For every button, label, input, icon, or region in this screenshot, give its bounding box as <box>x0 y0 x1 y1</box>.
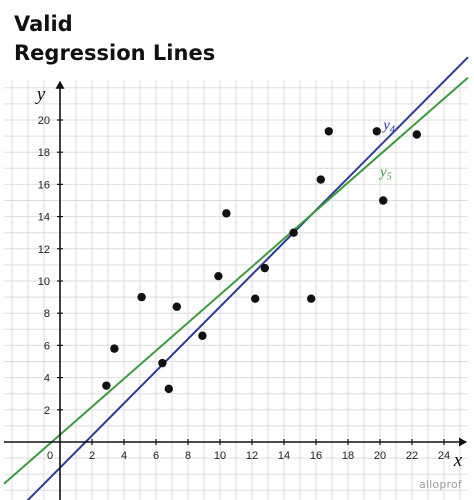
x-tick-label: 4 <box>121 450 127 462</box>
data-point <box>316 175 325 184</box>
data-point <box>164 384 173 394</box>
x-axis-arrow <box>459 437 467 447</box>
y-tick-label: 2 <box>44 405 50 417</box>
y-tick-label: 12 <box>38 244 50 256</box>
x-tick-label: 18 <box>342 450 354 462</box>
data-point <box>172 302 181 311</box>
x-axis-label: x <box>453 450 463 471</box>
x-tick-label: 14 <box>278 450 290 462</box>
x-tick-label: 6 <box>153 450 159 462</box>
y-tick-label: 20 <box>38 115 50 127</box>
data-point <box>214 271 223 281</box>
data-point <box>102 381 111 390</box>
data-point <box>379 196 388 205</box>
data-point <box>251 294 260 303</box>
data-point <box>289 228 298 237</box>
y-tick-label: 10 <box>38 276 50 288</box>
series-label-y5: y5 <box>378 165 392 183</box>
axes <box>4 80 467 500</box>
data-point <box>137 292 146 302</box>
y-axis-arrow <box>55 80 65 89</box>
data-point <box>372 127 381 136</box>
y-axis-label: y <box>35 84 46 105</box>
regression-line-y5 <box>3 76 469 485</box>
data-point <box>110 344 119 353</box>
data-point <box>412 130 421 139</box>
watermark-logo: alloprof <box>418 478 462 491</box>
x-tick-label: 10 <box>214 450 226 462</box>
data-point <box>260 263 269 273</box>
y-tick-label: 16 <box>38 179 50 191</box>
series-label-subscript: 5 <box>387 172 392 183</box>
y-tick-label: 8 <box>44 308 50 320</box>
data-point <box>198 331 207 340</box>
x-tick-label: 2 <box>89 450 95 462</box>
y-tick-label: 6 <box>44 340 50 352</box>
x-tick-label: 8 <box>185 450 191 462</box>
y-tick-label: 4 <box>44 373 50 385</box>
y-tick-label: 14 <box>38 212 50 224</box>
y-tick-label: 18 <box>38 147 50 159</box>
series-label-subscript: 4 <box>390 125 395 136</box>
origin-label: 0 <box>47 450 53 462</box>
grid <box>4 79 468 500</box>
x-tick-label: 20 <box>374 450 386 462</box>
chart-title-line-1: Valid <box>14 12 73 36</box>
data-point <box>307 294 316 303</box>
data-point <box>324 127 333 136</box>
data-point <box>158 358 167 368</box>
x-tick-label: 12 <box>246 450 258 462</box>
x-tick-label: 22 <box>406 450 418 462</box>
data-points <box>102 127 421 394</box>
x-tick-label: 24 <box>438 450 450 462</box>
regression-line-y4 <box>26 56 469 500</box>
x-tick-label: 16 <box>310 450 322 462</box>
data-point <box>222 209 231 218</box>
chart-title-line-2: Regression Lines <box>14 41 216 65</box>
regression-lines <box>3 56 469 500</box>
